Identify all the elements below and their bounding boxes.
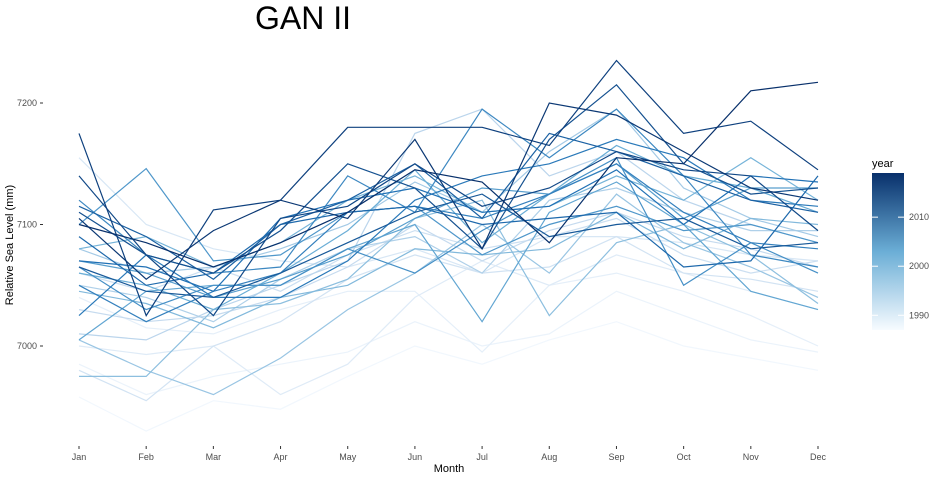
x-tick-label: Mar (206, 452, 222, 462)
series-line-1999 (78, 193, 819, 396)
series-line-2010 (78, 138, 819, 317)
series-line-2007 (78, 156, 819, 311)
x-tick-label: Jul (476, 452, 488, 462)
series-line-2012 (78, 175, 819, 286)
series-line-2011 (78, 169, 819, 292)
x-tick-label: Feb (138, 452, 154, 462)
series-line-1988 (78, 321, 819, 432)
x-tick-label: Aug (541, 452, 557, 462)
x-tick-label: Nov (743, 452, 760, 462)
legend-tick-label: 1990 (909, 310, 929, 320)
x-tick-label: Oct (677, 452, 692, 462)
x-tick-label: Jun (408, 452, 423, 462)
y-tick-label: 7000 (17, 341, 37, 351)
series-line-1989 (78, 290, 819, 396)
chart-title: GAN II (255, 0, 351, 36)
x-tick-label: Apr (274, 452, 288, 462)
series-line-2006 (78, 167, 819, 262)
x-tick-label: Sep (608, 452, 624, 462)
series-line-1997 (78, 187, 818, 323)
x-tick-label: May (339, 452, 357, 462)
x-axis: Jan Feb Mar Apr May Jun Jul Aug Sep Oct Nov Dec (72, 446, 827, 462)
x-tick-label: Jan (72, 452, 87, 462)
y-tick-label: 7200 (17, 98, 37, 108)
series-lines (78, 59, 819, 432)
series-line-2013 (78, 132, 819, 280)
x-axis-label: Month (434, 463, 465, 475)
series-line-1993 (78, 235, 819, 402)
y-axis: 7000 7100 7200 (17, 98, 43, 351)
legend-tick-label: 2000 (909, 261, 929, 271)
series-line-2017 (78, 59, 819, 317)
y-axis-label: Relative Sea Level (mm) (4, 185, 16, 305)
series-line-2016 (78, 150, 819, 317)
legend: year 1990 2000 2010 (872, 158, 929, 330)
series-line-1994 (78, 217, 819, 292)
series-line-2014 (78, 193, 819, 299)
series-line-1995 (78, 211, 819, 323)
series-line-1991 (78, 254, 819, 396)
series-line-1990 (78, 272, 819, 353)
series-line-2004 (78, 181, 819, 341)
series-line-2018 (78, 102, 819, 280)
series-line-2015 (78, 83, 819, 274)
legend-title: year (872, 158, 894, 170)
series-line-1996 (78, 108, 819, 341)
x-tick-label: Dec (810, 452, 827, 462)
series-line-2019 (78, 81, 819, 268)
legend-colorbar (872, 173, 904, 330)
y-tick-label: 7100 (17, 220, 37, 230)
legend-tick-label: 2010 (909, 212, 929, 222)
